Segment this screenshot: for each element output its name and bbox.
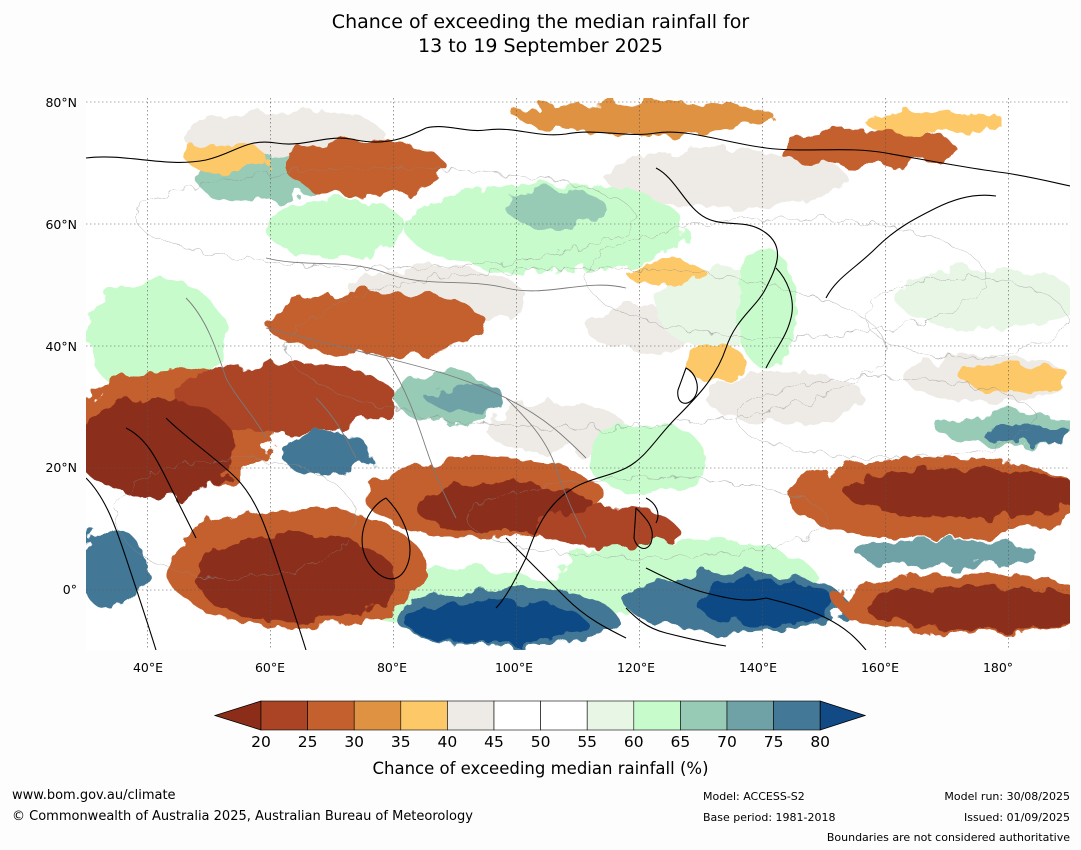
- title-line-2: 13 to 19 September 2025: [418, 35, 663, 57]
- lat-label-80n: 80°N: [45, 95, 77, 110]
- colorbar-swatch-c35_40: [400, 700, 448, 731]
- colorbar-swatch-c40_45: [447, 700, 495, 731]
- country-borders: [185, 257, 627, 539]
- colorbar-swatch-c70_75: [726, 700, 774, 731]
- colorbar-tick-50: 50: [530, 733, 551, 751]
- colorbar-tick-60: 60: [623, 733, 644, 751]
- lat-label-40n: 40°N: [45, 339, 77, 354]
- website-link[interactable]: www.bom.gov.au/climate: [12, 788, 176, 803]
- colorbar-tick-40: 40: [437, 733, 458, 751]
- lon-label-40e: 40°E: [132, 660, 164, 675]
- colorbar-tick-30: 30: [344, 733, 365, 751]
- copyright-text: © Commonwealth of Australia 2025, Austra…: [12, 809, 473, 824]
- lon-label-120e: 120°E: [616, 660, 655, 675]
- model-run-text: Model run: 30/08/2025: [944, 790, 1070, 803]
- map-canvas: [86, 98, 1070, 650]
- contour-lines: [115, 167, 1067, 579]
- colorbar-swatch-c55_60: [586, 700, 635, 731]
- lon-label-180: 180°: [982, 660, 1014, 675]
- title-line-1: Chance of exceeding the median rainfall …: [331, 11, 750, 33]
- lat-label-20n: 20°N: [45, 460, 77, 475]
- colorbar-swatch-c65_70: [680, 700, 728, 731]
- rainfall-map: [86, 98, 1070, 650]
- disclaimer-text: Boundaries are not considered authoritat…: [826, 831, 1070, 844]
- colorbar: [213, 700, 867, 736]
- lon-label-160e: 160°E: [860, 660, 899, 675]
- colorbar-swatch-c60_65: [633, 700, 681, 731]
- colorbar-above-80: [819, 700, 867, 731]
- colorbar-tick-55: 55: [577, 733, 598, 751]
- lat-label-0: 0°: [62, 582, 77, 597]
- colorbar-tick-35: 35: [390, 733, 411, 751]
- colorbar-swatch-c25_30: [307, 700, 355, 731]
- colorbar-tick-65: 65: [670, 733, 691, 751]
- colorbar-swatch-c45_50: [493, 700, 541, 731]
- colorbar-swatches: [213, 700, 867, 731]
- base-period-text: Base period: 1981-2018: [703, 811, 836, 824]
- model-text: Model: ACCESS-S2: [703, 790, 805, 803]
- map-title: Chance of exceeding the median rainfall …: [0, 10, 1081, 58]
- graticule: [86, 98, 1070, 650]
- lon-label-60e: 60°E: [254, 660, 286, 675]
- colorbar-swatch-c75_80: [773, 700, 821, 731]
- colorbar-label: Chance of exceeding median rainfall (%): [372, 759, 709, 778]
- colorbar-tick-45: 45: [484, 733, 504, 751]
- colorbar-tick-70: 70: [717, 733, 737, 751]
- colorbar-swatch-c50_55: [540, 700, 588, 731]
- colorbar-tick-80: 80: [810, 733, 831, 751]
- issued-text: Issued: 01/09/2025: [963, 811, 1070, 824]
- colorbar-tick-20: 20: [251, 733, 271, 751]
- coastlines: [86, 126, 1070, 650]
- colorbar-tick-75: 75: [763, 733, 784, 751]
- lon-label-140e: 140°E: [738, 660, 777, 675]
- colorbar-below-20: [213, 700, 262, 731]
- lon-label-100e: 100°E: [494, 660, 533, 675]
- colorbar-swatch-c20_25: [260, 700, 308, 731]
- lon-label-80e: 80°E: [376, 660, 408, 675]
- colorbar-swatch-c30_35: [353, 700, 402, 731]
- colorbar-tick-25: 25: [297, 733, 318, 751]
- rainfall-field: [86, 102, 1070, 648]
- lat-label-60n: 60°N: [45, 217, 77, 232]
